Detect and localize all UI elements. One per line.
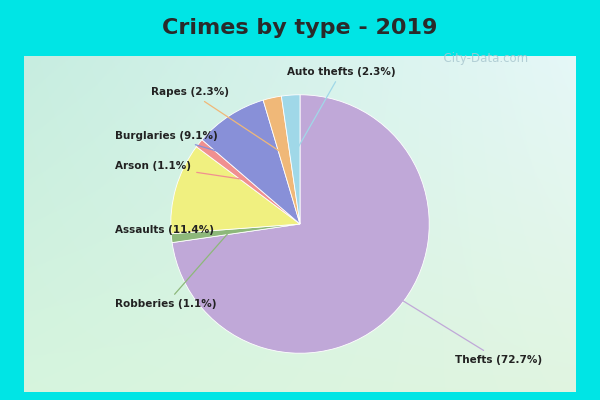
Wedge shape (172, 95, 429, 353)
Text: Thefts (72.7%): Thefts (72.7%) (356, 272, 542, 365)
Wedge shape (263, 96, 300, 224)
Text: Crimes by type - 2019: Crimes by type - 2019 (163, 18, 437, 38)
Text: Rapes (2.3%): Rapes (2.3%) (151, 87, 283, 153)
Wedge shape (171, 147, 300, 234)
Wedge shape (171, 224, 300, 243)
Wedge shape (202, 100, 300, 224)
Text: Auto thefts (2.3%): Auto thefts (2.3%) (287, 66, 396, 151)
Text: Arson (1.1%): Arson (1.1%) (115, 161, 242, 179)
Wedge shape (196, 140, 300, 224)
Wedge shape (281, 95, 300, 224)
Text: Assaults (11.4%): Assaults (11.4%) (115, 205, 229, 236)
Text: City-Data.com: City-Data.com (436, 52, 528, 65)
Text: Burglaries (9.1%): Burglaries (9.1%) (115, 131, 259, 164)
Text: Robberies (1.1%): Robberies (1.1%) (115, 234, 227, 309)
